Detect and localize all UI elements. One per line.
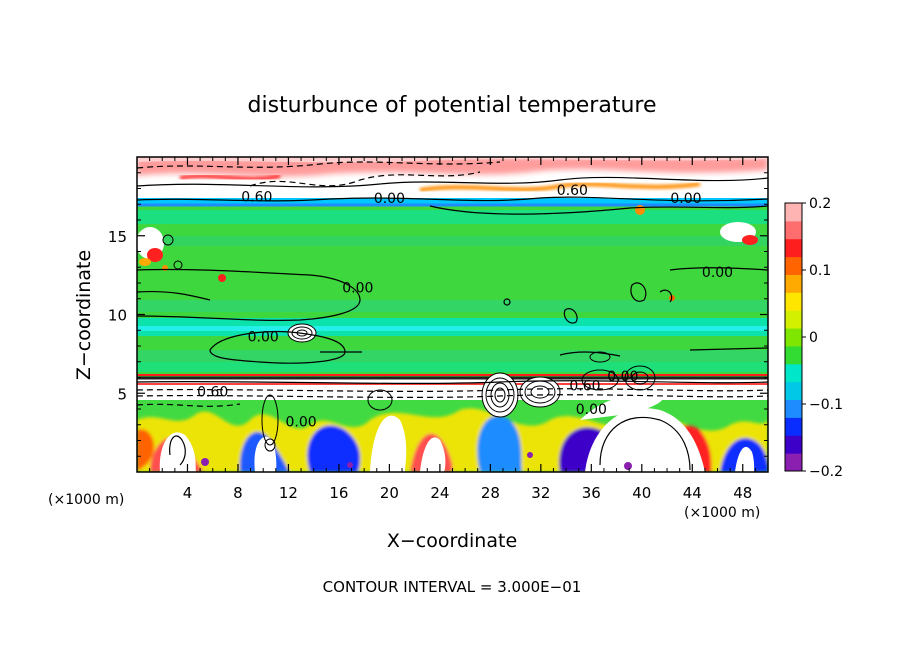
lower-layer (137, 374, 768, 402)
contour-solid (599, 416, 691, 471)
x-tick-label: 8 (233, 484, 243, 502)
y-tick-label: 15 (108, 228, 127, 246)
colorbar-swatch (785, 238, 802, 258)
colorbar-swatch (785, 435, 802, 454)
contour-label: 0.00 (607, 369, 638, 385)
contour-solid (429, 205, 768, 215)
mid-bands (137, 210, 768, 372)
y-tick-label: 5 (117, 385, 127, 403)
contour-label: 0.60 (569, 378, 600, 394)
contour-solid (669, 267, 768, 271)
x-tick-label: 20 (380, 484, 399, 502)
contour-label: 0.00 (285, 415, 316, 431)
contour-label: 0.00 (248, 330, 279, 346)
y-tick-label: 10 (108, 307, 127, 325)
colorbar-swatch (785, 292, 802, 311)
x-tick-label: 16 (329, 484, 348, 502)
contour-label: 0.00 (702, 265, 733, 281)
contour-solid (563, 308, 578, 324)
colorbar-tick-label: 0.1 (809, 263, 831, 279)
contour-label: 0.00 (342, 281, 373, 297)
colorbar-swatch (785, 417, 802, 436)
contour-solid (559, 351, 621, 357)
colorbar-swatch (785, 203, 802, 222)
x-tick-label: 44 (683, 484, 702, 502)
x-tick-label: 28 (481, 484, 500, 502)
contour-solid (630, 282, 647, 302)
x-tick-label: 48 (733, 484, 752, 502)
contour-solid (137, 196, 768, 202)
left-patch (137, 227, 226, 282)
colorbar-tick-label: 0.2 (809, 196, 831, 212)
chart-title: disturbunce of potential temperature (248, 93, 657, 118)
colorbar-swatch (785, 381, 802, 401)
y-axis-label: Z−coordinate (73, 250, 95, 380)
contour-solid (169, 435, 186, 466)
colorbar-tick-label: −0.1 (809, 397, 843, 413)
colorbar-swatch (785, 256, 802, 275)
contour-label: 0.60 (557, 183, 588, 199)
contour-solid (503, 298, 511, 306)
heatmap-field: 0.60 0.00 0.60 0.00 0.00 0.00 0.00 0.00 0.60 0.60… (137, 157, 768, 472)
boundary-layer (137, 393, 768, 472)
contour-dashed (137, 394, 768, 399)
x-tick-label: 4 (183, 484, 193, 502)
contour-solid (689, 347, 768, 351)
colorbar-swatch (785, 363, 802, 383)
x-axis: 4 8 12 16 20 24 28 32 36 40 44 48 (149, 157, 756, 502)
x-unit-label-left: (×1000 m) (48, 492, 124, 508)
x-tick-label: 36 (582, 484, 601, 502)
colorbar-swatch (785, 310, 802, 329)
colorbar-tick-label: 0 (809, 330, 818, 346)
x-unit-label-right: (×1000 m) (684, 505, 760, 521)
colorbar-swatch (785, 328, 802, 347)
colorbar-swatch (785, 345, 802, 365)
x-tick-label: 12 (279, 484, 298, 502)
x-tick-label: 40 (632, 484, 651, 502)
colorbar-swatch (785, 453, 802, 472)
contour-dashed (249, 171, 481, 187)
contour-labels: 0.60 0.00 0.60 0.00 0.00 0.00 0.00 0.00 0.60 0.60… (197, 183, 733, 431)
x-tick-label: 24 (430, 484, 449, 502)
contour-dashed (137, 403, 241, 407)
contour-interval-text: CONTOUR INTERVAL = 3.000E−01 (323, 578, 582, 596)
contour-label: 0.60 (241, 189, 272, 205)
contour-label: 0.00 (374, 191, 405, 207)
contour-solid (137, 268, 361, 322)
contour-label: 0.60 (197, 385, 228, 401)
contour-dashed (137, 388, 768, 393)
colorbar-swatch (785, 399, 802, 418)
contour-solid (137, 380, 768, 385)
colorbar-swatch (785, 274, 802, 293)
contour-label: 0.00 (576, 402, 607, 418)
contour-solid (137, 290, 211, 301)
x-tick-label: 32 (531, 484, 550, 502)
colorbar-tick-label: −0.2 (809, 464, 843, 480)
colorbar: 0.2 0.1 0 −0.1 −0.2 (784, 196, 843, 480)
x-axis-label: X−coordinate (387, 530, 517, 552)
y-axis: 5 10 15 (108, 172, 768, 457)
colorbar-swatch (785, 220, 802, 240)
contour-solid (659, 289, 673, 303)
contour-label: 0.00 (670, 191, 701, 207)
